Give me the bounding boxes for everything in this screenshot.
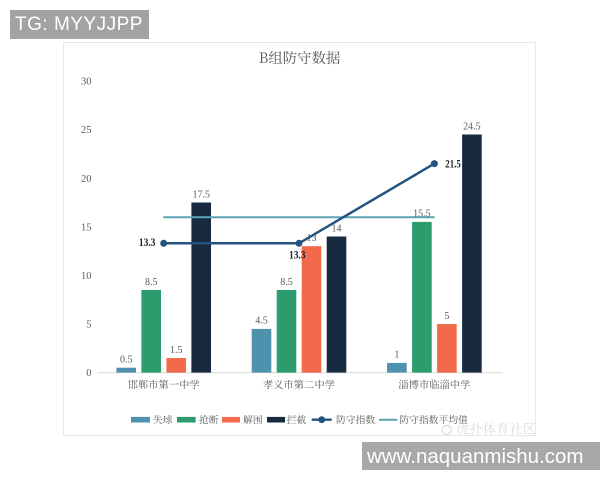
svg-text:4.5: 4.5 xyxy=(255,316,268,327)
svg-text:5: 5 xyxy=(86,320,91,331)
svg-text:8.5: 8.5 xyxy=(280,277,293,288)
svg-text:10: 10 xyxy=(81,271,92,282)
svg-text:8.5: 8.5 xyxy=(145,277,158,288)
svg-text:13: 13 xyxy=(307,233,317,244)
svg-text:0: 0 xyxy=(86,368,91,379)
svg-text:5: 5 xyxy=(444,311,449,322)
svg-text:14: 14 xyxy=(332,223,342,234)
svg-text:25: 25 xyxy=(81,125,92,136)
svg-text:13.3: 13.3 xyxy=(139,235,156,249)
svg-text:1: 1 xyxy=(394,350,399,361)
svg-text:17.5: 17.5 xyxy=(192,189,210,200)
svg-text:24.5: 24.5 xyxy=(463,121,481,132)
svg-text:15: 15 xyxy=(81,222,92,233)
svg-text:15.5: 15.5 xyxy=(413,209,431,220)
svg-text:21.5: 21.5 xyxy=(445,156,461,170)
svg-text:0.5: 0.5 xyxy=(120,355,133,366)
svg-text:20: 20 xyxy=(81,174,92,185)
svg-text:13.3: 13.3 xyxy=(289,247,306,261)
svg-text:30: 30 xyxy=(81,77,92,88)
svg-text:1.5: 1.5 xyxy=(170,345,183,356)
